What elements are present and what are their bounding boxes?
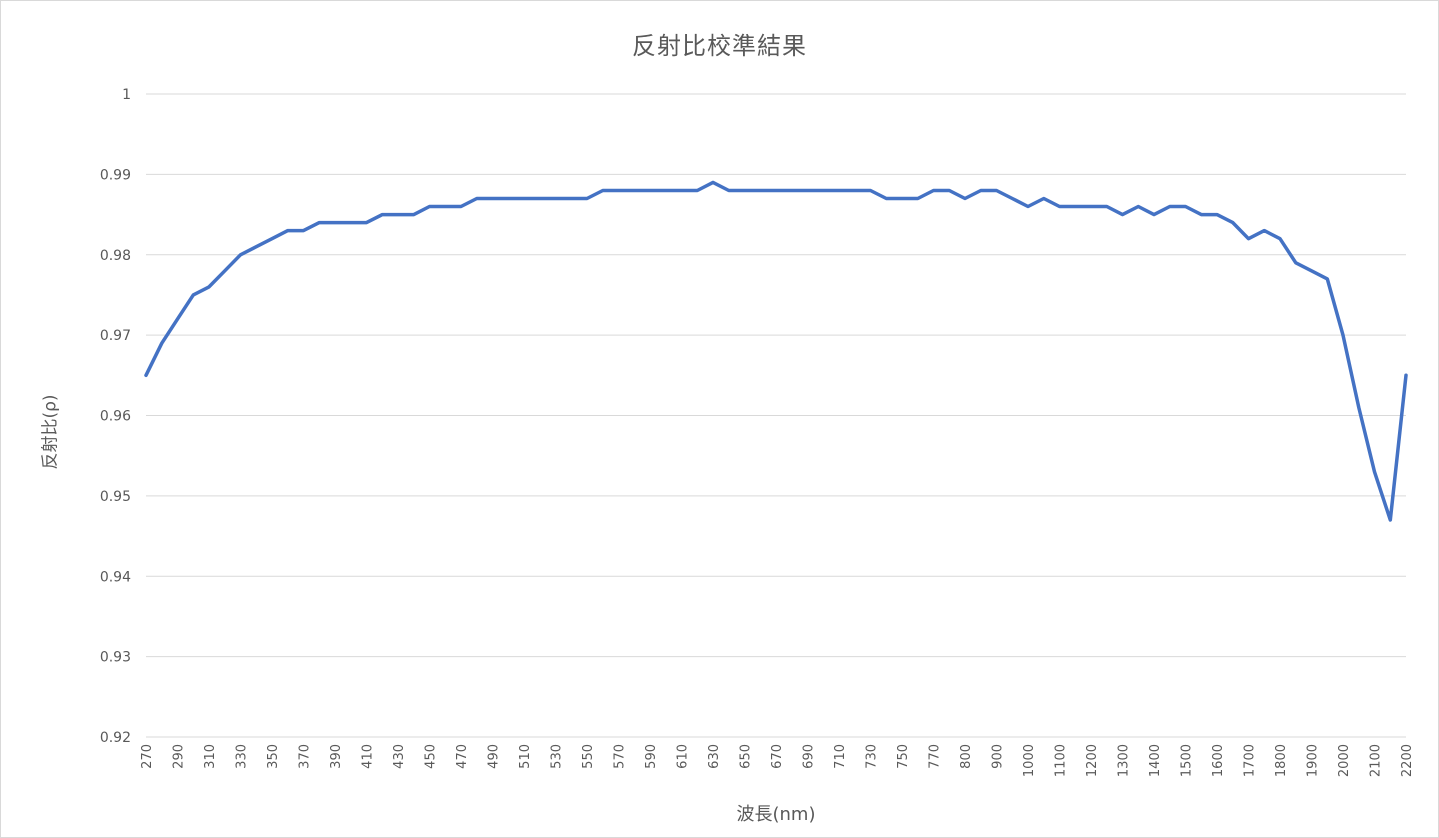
x-tick-label: 670 bbox=[770, 744, 785, 769]
x-tick-label: 1900 bbox=[1306, 744, 1321, 777]
y-tick-label: 0.93 bbox=[100, 650, 131, 666]
x-tick-label: 1000 bbox=[1022, 744, 1037, 777]
y-tick-label: 0.96 bbox=[100, 409, 131, 425]
x-tick-label: 750 bbox=[896, 744, 911, 769]
x-tick-label: 470 bbox=[455, 744, 470, 769]
x-tick-label: 1500 bbox=[1180, 744, 1195, 777]
x-tick-label: 510 bbox=[518, 744, 533, 769]
series-line bbox=[144, 180, 1408, 522]
y-tick-label: 0.97 bbox=[100, 328, 131, 344]
x-tick-label: 2200 bbox=[1400, 744, 1415, 777]
x-tick-label: 410 bbox=[361, 744, 376, 769]
x-tick-label: 370 bbox=[298, 744, 313, 769]
x-tick-label: 490 bbox=[487, 744, 502, 769]
y-tick-label: 0.94 bbox=[100, 569, 131, 585]
x-tick-label: 310 bbox=[203, 744, 218, 769]
y-tick-label: 0.95 bbox=[100, 489, 131, 505]
x-tick-label: 350 bbox=[266, 744, 281, 769]
x-tick-label: 1700 bbox=[1243, 744, 1258, 777]
x-tick-label: 650 bbox=[739, 744, 754, 769]
x-tick-label: 390 bbox=[329, 744, 344, 769]
x-tick-label: 1400 bbox=[1148, 744, 1163, 777]
y-tick-label: 1 bbox=[122, 87, 131, 103]
x-tick-label: 1200 bbox=[1085, 744, 1100, 777]
x-tick-label: 1800 bbox=[1274, 744, 1289, 777]
x-tick-label: 1600 bbox=[1211, 744, 1226, 777]
y-tick-label: 0.92 bbox=[100, 730, 131, 746]
x-tick-label: 610 bbox=[676, 744, 691, 769]
x-tick-label: 330 bbox=[235, 744, 250, 769]
x-tick-label: 1100 bbox=[1054, 744, 1069, 777]
x-tick-label: 770 bbox=[928, 744, 943, 769]
x-tick-label: 630 bbox=[707, 744, 722, 769]
x-tick-label: 730 bbox=[865, 744, 880, 769]
y-tick-label: 0.99 bbox=[100, 167, 131, 183]
x-tick-label: 1300 bbox=[1117, 744, 1132, 777]
x-tick-label: 430 bbox=[392, 744, 407, 769]
x-tick-label: 450 bbox=[424, 744, 439, 769]
chart-title: 反射比校準結果 bbox=[632, 32, 807, 60]
x-tick-label: 570 bbox=[613, 744, 628, 769]
x-tick-label: 900 bbox=[991, 744, 1006, 769]
x-tick-label: 690 bbox=[802, 744, 817, 769]
x-tick-label: 550 bbox=[581, 744, 596, 769]
x-tick-label: 530 bbox=[550, 744, 565, 769]
x-tick-label: 290 bbox=[172, 744, 187, 769]
x-tick-label: 2100 bbox=[1369, 744, 1384, 777]
y-tick-label: 0.98 bbox=[100, 248, 131, 264]
x-axis-label: 波長(nm) bbox=[736, 804, 816, 825]
x-tick-label: 590 bbox=[644, 744, 659, 769]
x-tick-label: 270 bbox=[140, 744, 155, 769]
x-tick-label: 2000 bbox=[1337, 744, 1352, 777]
x-tick-label: 800 bbox=[959, 744, 974, 769]
x-tick-label: 710 bbox=[833, 744, 848, 769]
